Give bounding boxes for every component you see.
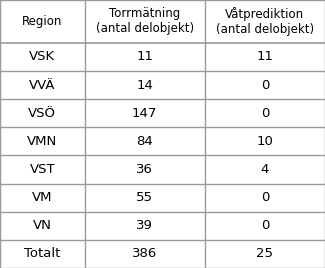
Text: 11: 11 — [136, 50, 153, 64]
Text: VM: VM — [32, 191, 53, 204]
Text: Totalt: Totalt — [24, 247, 60, 260]
Text: Torrmätning
(antal delobjekt): Torrmätning (antal delobjekt) — [96, 8, 194, 35]
Text: VSÖ: VSÖ — [28, 107, 56, 120]
Text: Våtprediktion
(antal delobjekt): Våtprediktion (antal delobjekt) — [216, 7, 314, 36]
Text: 4: 4 — [261, 163, 269, 176]
Text: 147: 147 — [132, 107, 157, 120]
Text: 14: 14 — [136, 79, 153, 92]
Text: 0: 0 — [261, 107, 269, 120]
Text: 386: 386 — [132, 247, 157, 260]
Text: 84: 84 — [136, 135, 153, 148]
Text: 0: 0 — [261, 219, 269, 232]
Text: Region: Region — [22, 15, 62, 28]
Text: 25: 25 — [256, 247, 273, 260]
Text: 0: 0 — [261, 79, 269, 92]
Text: 11: 11 — [256, 50, 273, 64]
Text: 55: 55 — [136, 191, 153, 204]
Text: 36: 36 — [136, 163, 153, 176]
Text: VST: VST — [30, 163, 55, 176]
Text: 39: 39 — [136, 219, 153, 232]
Text: VSK: VSK — [29, 50, 55, 64]
Text: VN: VN — [33, 219, 52, 232]
Text: 0: 0 — [261, 191, 269, 204]
Text: 10: 10 — [256, 135, 273, 148]
Text: VVÄ: VVÄ — [29, 79, 56, 92]
Text: VMN: VMN — [27, 135, 58, 148]
